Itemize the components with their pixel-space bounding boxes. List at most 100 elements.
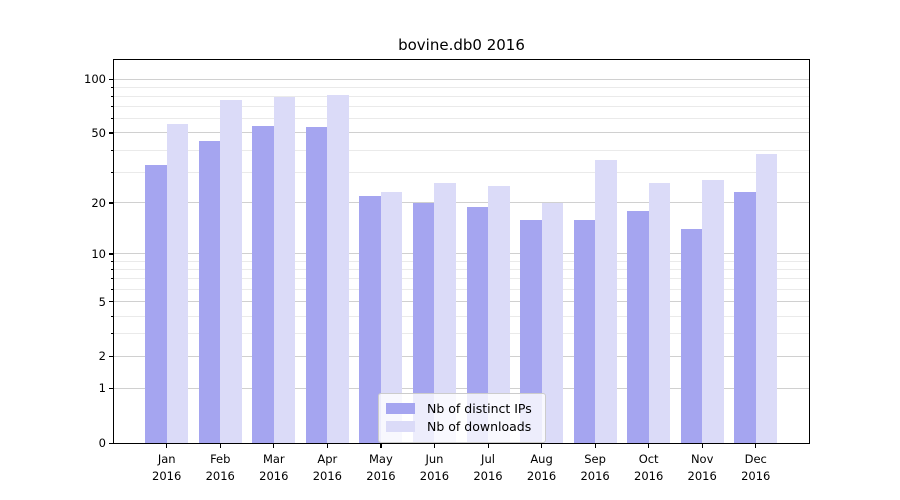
- x-tick-label-aug: Aug 2016: [515, 451, 569, 484]
- x-tick-month: Jul: [481, 452, 495, 466]
- x-tick-mark: [433, 444, 436, 448]
- x-tick-year: 2016: [741, 468, 771, 483]
- y-minor-tick-mark: [111, 86, 114, 88]
- bar-sep-distinct-ips: [573, 219, 596, 443]
- bar-feb-distinct-ips: [198, 141, 221, 443]
- bar-jan-downloads: [166, 124, 189, 443]
- y-minor-tick-mark: [111, 269, 114, 271]
- y-tick-mark: [109, 202, 114, 204]
- y-tick-label: 10: [91, 246, 106, 261]
- x-tick-year: 2016: [526, 468, 557, 483]
- y-tick-label: 1: [98, 381, 106, 396]
- x-tick-year: 2016: [419, 468, 450, 483]
- y-tick-label: 5: [98, 294, 106, 309]
- x-tick-mark: [487, 444, 489, 448]
- y-minor-tick-mark: [111, 289, 114, 291]
- major-gridline: [114, 202, 809, 204]
- x-tick-year: 2016: [259, 468, 289, 483]
- major-gridline: [114, 132, 809, 134]
- x-tick-label-nov: Nov 2016: [675, 451, 729, 484]
- bar-dec-downloads: [755, 154, 778, 443]
- bar-mar-distinct-ips: [252, 125, 274, 443]
- bar-aug-distinct-ips: [520, 219, 542, 443]
- bar-feb-downloads: [220, 100, 242, 443]
- y-tick-mark: [109, 132, 114, 134]
- x-tick-month: Apr: [317, 452, 338, 466]
- x-tick-month: Jan: [157, 452, 176, 466]
- bar-oct-distinct-ips: [627, 210, 649, 443]
- y-minor-tick-mark: [111, 260, 114, 262]
- x-tick-month: Feb: [210, 452, 231, 466]
- minor-gridline: [114, 315, 809, 317]
- bar-may-distinct-ips: [359, 195, 381, 443]
- bar-may-downloads: [380, 192, 403, 443]
- x-tick-month: May: [369, 452, 393, 466]
- x-tick-year: 2016: [580, 468, 610, 483]
- major-gridline: [114, 78, 809, 80]
- legend-item-distinct-ips: Nb of distinct IPs: [386, 401, 538, 417]
- x-tick-mark: [166, 444, 168, 448]
- x-tick-label-dec: Dec 2016: [729, 451, 783, 484]
- x-tick-month: Nov: [690, 452, 714, 466]
- x-tick-year: 2016: [366, 468, 396, 483]
- legend-swatch-distinct-ips: [386, 403, 415, 414]
- legend-label-downloads: Nb of downloads: [427, 418, 532, 434]
- x-tick-mark: [701, 444, 703, 448]
- y-tick-mark: [109, 253, 114, 255]
- minor-gridline: [114, 106, 809, 108]
- bar-aug-downloads: [541, 202, 564, 443]
- x-tick-mark: [273, 444, 275, 448]
- x-tick-year: 2016: [687, 468, 717, 483]
- major-gridline: [114, 253, 809, 255]
- x-tick-mark: [648, 444, 650, 448]
- x-tick-month: Mar: [262, 452, 285, 466]
- x-tick-month: Dec: [744, 452, 767, 466]
- minor-gridline: [114, 260, 809, 262]
- y-tick-mark: [109, 387, 114, 390]
- x-tick-label-sep: Sep 2016: [568, 451, 622, 484]
- legend-item-downloads: Nb of downloads: [386, 418, 538, 434]
- y-tick-label: 2: [98, 349, 106, 364]
- x-tick-mark: [219, 444, 221, 448]
- x-tick-year: 2016: [152, 468, 182, 483]
- bar-apr-downloads: [327, 95, 349, 443]
- x-tick-year: 2016: [634, 468, 664, 483]
- x-tick-year: 2016: [312, 468, 342, 483]
- x-tick-month: Jun: [425, 452, 444, 466]
- bar-dec-distinct-ips: [734, 192, 756, 443]
- x-tick-label-mar: Mar 2016: [247, 451, 301, 484]
- major-gridline: [114, 301, 809, 303]
- bar-oct-downloads: [648, 183, 671, 443]
- x-tick-label-oct: Oct 2016: [622, 451, 676, 484]
- bar-jul-downloads: [488, 186, 510, 443]
- x-tick-month: Aug: [530, 452, 553, 466]
- bar-jul-distinct-ips: [466, 206, 488, 443]
- x-tick-label-jan: Jan 2016: [140, 451, 194, 484]
- x-tick-label-apr: Apr 2016: [300, 451, 354, 484]
- minor-gridline: [114, 149, 809, 151]
- x-tick-mark: [755, 444, 757, 448]
- y-minor-tick-mark: [111, 315, 114, 317]
- y-minor-tick-mark: [111, 149, 114, 151]
- y-tick-label: 50: [91, 125, 106, 140]
- legend-swatch-downloads: [386, 420, 415, 432]
- x-tick-label-feb: Feb 2016: [193, 451, 247, 484]
- chart-title: bovine.db0 2016: [398, 36, 525, 54]
- minor-gridline: [114, 278, 809, 280]
- x-tick-label-may: May 2016: [354, 451, 408, 484]
- minor-gridline: [114, 171, 809, 173]
- major-gridline: [114, 355, 809, 357]
- y-tick-label: 0: [98, 436, 106, 450]
- bar-sep-downloads: [595, 160, 617, 443]
- y-minor-tick-mark: [111, 278, 114, 280]
- bar-mar-downloads: [273, 97, 296, 443]
- y-tick-mark: [109, 355, 114, 358]
- minor-gridline: [114, 289, 809, 291]
- x-tick-year: 2016: [205, 468, 235, 483]
- y-tick-mark: [109, 78, 114, 80]
- x-tick-mark: [326, 444, 329, 448]
- bar-nov-downloads: [702, 180, 724, 443]
- x-tick-mark: [594, 444, 596, 448]
- bar-jun-distinct-ips: [412, 202, 435, 443]
